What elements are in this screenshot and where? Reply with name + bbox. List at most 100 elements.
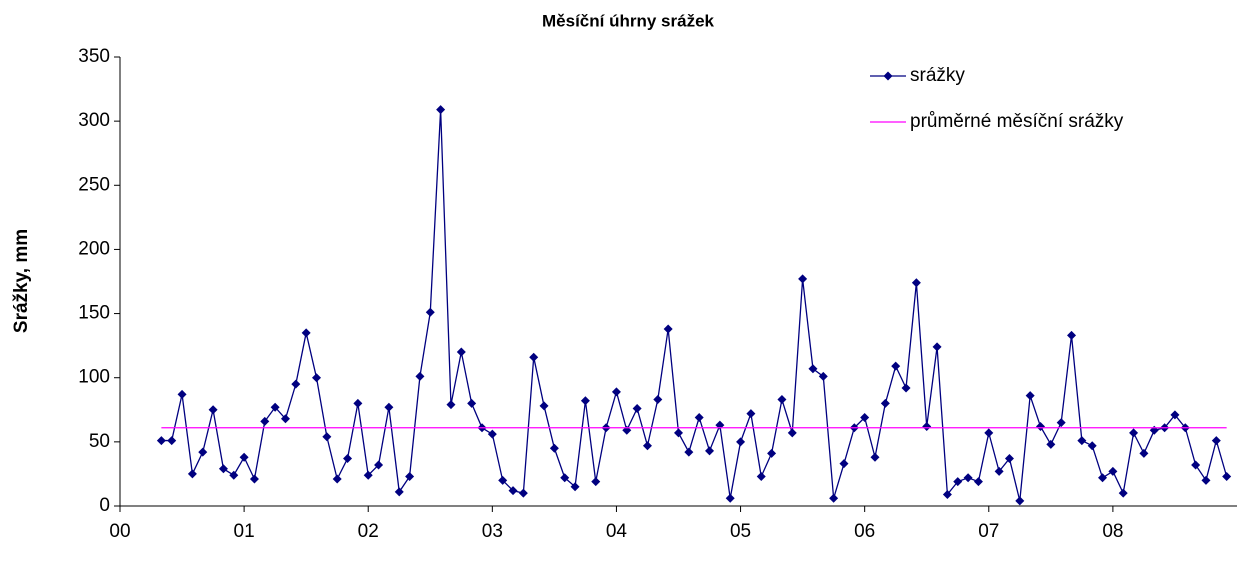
marker	[529, 352, 539, 362]
marker	[539, 401, 549, 411]
marker	[549, 443, 559, 453]
marker	[942, 489, 952, 499]
marker	[405, 471, 415, 481]
marker	[891, 361, 901, 371]
x-tick-label: 03	[482, 521, 503, 542]
y-tick-label: 50	[89, 431, 110, 452]
x-tick-label: 01	[234, 521, 255, 542]
marker	[508, 486, 518, 496]
marker	[808, 364, 818, 374]
marker	[922, 421, 932, 431]
marker	[777, 395, 787, 405]
series-line	[161, 109, 1228, 502]
marker	[870, 452, 880, 462]
marker	[167, 436, 177, 446]
marker	[229, 470, 239, 480]
marker	[415, 371, 425, 381]
marker	[249, 474, 259, 484]
marker	[374, 460, 384, 470]
marker	[684, 447, 694, 457]
marker	[198, 447, 208, 457]
marker	[911, 278, 921, 288]
marker	[632, 404, 642, 414]
marker	[1191, 460, 1201, 470]
marker	[756, 471, 766, 481]
marker	[674, 428, 683, 438]
marker	[291, 379, 301, 389]
marker	[446, 400, 456, 410]
marker	[353, 398, 363, 408]
marker	[363, 470, 373, 480]
marker	[1015, 496, 1025, 506]
marker	[1201, 475, 1211, 485]
marker	[332, 474, 342, 484]
marker	[467, 398, 477, 408]
marker	[560, 473, 570, 483]
marker	[177, 389, 187, 399]
marker	[394, 487, 404, 497]
y-tick-label: 100	[78, 367, 110, 388]
marker	[384, 402, 394, 412]
x-tick-label: 04	[606, 521, 628, 542]
marker	[456, 347, 466, 357]
marker	[694, 412, 704, 422]
marker	[425, 307, 435, 317]
marker	[705, 446, 715, 456]
marker	[436, 105, 446, 115]
marker	[1087, 441, 1097, 451]
marker	[518, 488, 528, 498]
marker	[1222, 471, 1232, 481]
marker	[239, 452, 249, 462]
y-axis-label: Srážky, mm	[11, 229, 32, 333]
y-tick-label: 200	[78, 238, 110, 259]
marker	[1170, 410, 1180, 420]
x-tick-label: 02	[358, 521, 379, 542]
y-tick-label: 0	[99, 495, 110, 516]
marker	[829, 493, 839, 503]
legend-label: srážky	[910, 65, 965, 86]
marker	[787, 428, 797, 438]
marker	[984, 428, 994, 438]
marker	[218, 464, 228, 474]
marker	[580, 396, 590, 406]
marker	[1077, 436, 1087, 446]
y-tick-label: 300	[78, 110, 110, 131]
marker	[322, 432, 332, 442]
marker	[736, 437, 746, 447]
x-tick-label: 05	[730, 521, 751, 542]
y-tick-label: 350	[78, 46, 110, 67]
y-tick-label: 150	[78, 303, 110, 324]
marker	[767, 448, 777, 458]
marker	[260, 416, 270, 426]
x-tick-label: 08	[1102, 521, 1123, 542]
marker	[798, 274, 808, 284]
marker	[880, 398, 890, 408]
marker	[280, 414, 290, 424]
marker	[208, 405, 218, 415]
marker	[653, 395, 663, 405]
marker	[611, 387, 621, 397]
marker	[642, 441, 652, 451]
marker	[591, 477, 601, 487]
marker	[973, 477, 983, 487]
marker	[343, 454, 353, 464]
marker	[994, 466, 1004, 476]
marker	[1118, 488, 1128, 498]
x-tick-label: 06	[854, 521, 875, 542]
marker	[1056, 418, 1066, 428]
marker	[1025, 391, 1035, 401]
marker	[746, 409, 756, 419]
marker	[860, 412, 870, 422]
marker	[270, 402, 280, 412]
marker	[1129, 428, 1139, 438]
marker	[487, 429, 497, 439]
marker	[818, 371, 828, 381]
legend-label: průměrné měsíční srážky	[910, 111, 1124, 132]
marker	[1139, 448, 1149, 458]
marker	[1067, 330, 1077, 340]
marker	[187, 469, 197, 479]
marker	[1004, 454, 1014, 464]
marker	[953, 477, 963, 487]
marker	[1046, 439, 1056, 449]
